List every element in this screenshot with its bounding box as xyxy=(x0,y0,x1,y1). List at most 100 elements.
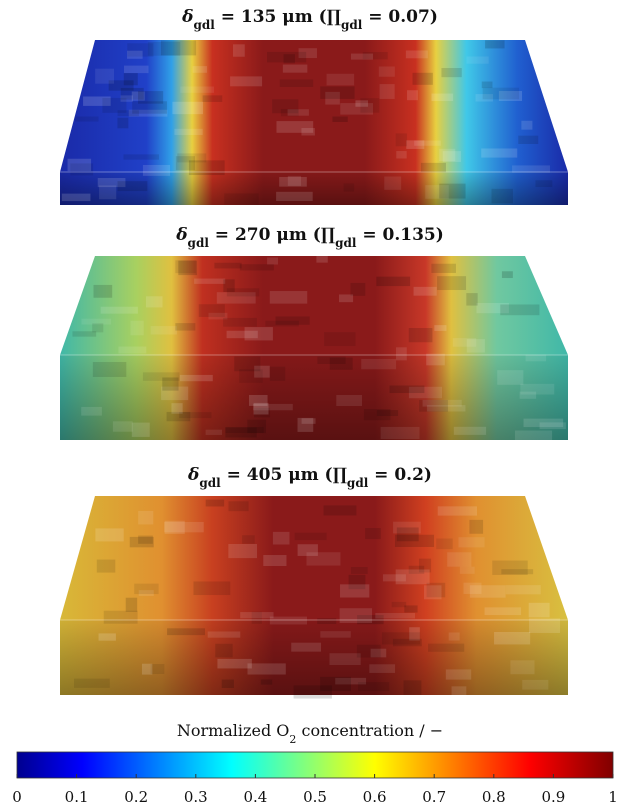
pore-block xyxy=(228,501,249,512)
pore-block xyxy=(458,537,485,548)
pore-block xyxy=(247,419,267,434)
pore-block xyxy=(396,527,419,542)
title-sub: gdl xyxy=(341,18,363,32)
pore-block xyxy=(481,81,493,89)
pore-block xyxy=(431,93,454,102)
pore-block xyxy=(221,679,234,688)
title-part: δ xyxy=(175,225,187,245)
pore-block xyxy=(145,296,163,308)
pore-block xyxy=(108,80,134,91)
pore-block xyxy=(244,327,273,341)
title-part: = 0.135) xyxy=(356,225,443,245)
pore-block xyxy=(192,66,208,73)
pore-block xyxy=(142,164,171,176)
pore-block xyxy=(81,406,102,416)
title-sub: gdl xyxy=(335,236,357,250)
pore-block xyxy=(223,279,235,293)
pore-block xyxy=(514,430,553,446)
pore-block xyxy=(214,262,242,269)
pore-block xyxy=(112,421,133,432)
pore-block xyxy=(260,679,273,685)
pore-block xyxy=(422,399,462,407)
pore-block xyxy=(239,369,263,383)
pore-block xyxy=(217,658,252,669)
pore-block xyxy=(405,50,428,59)
pore-block xyxy=(475,94,493,102)
pore-block xyxy=(329,357,353,370)
pore-block xyxy=(171,403,183,414)
pore-block xyxy=(98,633,116,641)
pore-block xyxy=(384,176,402,190)
pore-block xyxy=(535,180,553,188)
pore-block xyxy=(280,108,299,117)
pore-block xyxy=(174,128,203,135)
label-part: Normalized O xyxy=(177,721,290,740)
pore-block xyxy=(420,162,446,173)
pore-block xyxy=(207,631,241,638)
pore-block xyxy=(326,73,355,86)
pore-block xyxy=(439,183,466,199)
pore-block xyxy=(316,256,328,263)
pore-block xyxy=(395,133,407,147)
pore-block xyxy=(282,64,308,73)
title-part: = 0.07) xyxy=(362,7,438,27)
panels: δgdl = 135 μm (∏gdl = 0.07)δgdl = 270 μm… xyxy=(60,7,568,699)
pore-block xyxy=(338,294,354,303)
pore-block xyxy=(118,346,147,354)
pore-block xyxy=(253,402,269,415)
pore-block xyxy=(451,686,467,699)
title-part: δ xyxy=(187,465,199,485)
pore-block xyxy=(395,569,430,585)
pore-block xyxy=(340,584,370,598)
pore-block xyxy=(123,73,138,86)
pore-block xyxy=(301,128,315,136)
pore-block xyxy=(393,521,421,534)
pore-block xyxy=(348,574,366,590)
pore-block xyxy=(355,100,369,107)
pore-block xyxy=(297,417,314,432)
pore-block xyxy=(463,582,482,594)
colorbar-tick-label: 0.8 xyxy=(482,788,506,806)
pore-block xyxy=(452,338,477,347)
pore-block xyxy=(339,608,373,623)
pore-block xyxy=(369,664,396,673)
pore-block xyxy=(407,90,418,101)
colorbar-tick-label: 0.6 xyxy=(363,788,387,806)
pore-block xyxy=(525,354,547,362)
colorbar xyxy=(16,751,614,779)
pore-block xyxy=(161,386,189,401)
pore-block xyxy=(129,536,154,548)
pore-block xyxy=(512,165,550,173)
pore-block xyxy=(436,538,453,550)
pore-block xyxy=(320,86,355,99)
pore-block xyxy=(437,506,477,516)
pore-block xyxy=(403,680,422,695)
pore-block xyxy=(378,66,395,77)
pore-block xyxy=(150,326,178,335)
pore-block xyxy=(505,585,541,595)
pore-block xyxy=(291,642,322,652)
pore-block xyxy=(408,565,425,574)
domain-render xyxy=(60,496,568,699)
pore-block xyxy=(382,574,406,582)
pore-block xyxy=(254,365,270,378)
pore-block xyxy=(408,328,433,343)
pore-block xyxy=(263,555,287,567)
pore-block xyxy=(376,276,411,287)
pore-block xyxy=(276,191,313,201)
pore-block xyxy=(167,628,206,636)
colorbar-tick-label: 0.5 xyxy=(303,788,327,806)
pore-block xyxy=(498,91,523,101)
pore-block xyxy=(447,552,472,567)
pore-block xyxy=(67,158,92,172)
pore-block xyxy=(97,177,126,188)
pore-block xyxy=(279,176,307,187)
pore-block xyxy=(414,140,441,146)
pore-block xyxy=(317,356,346,364)
pore-block xyxy=(141,663,153,675)
pore-block xyxy=(180,86,214,93)
pore-block xyxy=(232,44,245,57)
title-sub: gdl xyxy=(193,18,215,32)
pore-block xyxy=(306,552,341,566)
